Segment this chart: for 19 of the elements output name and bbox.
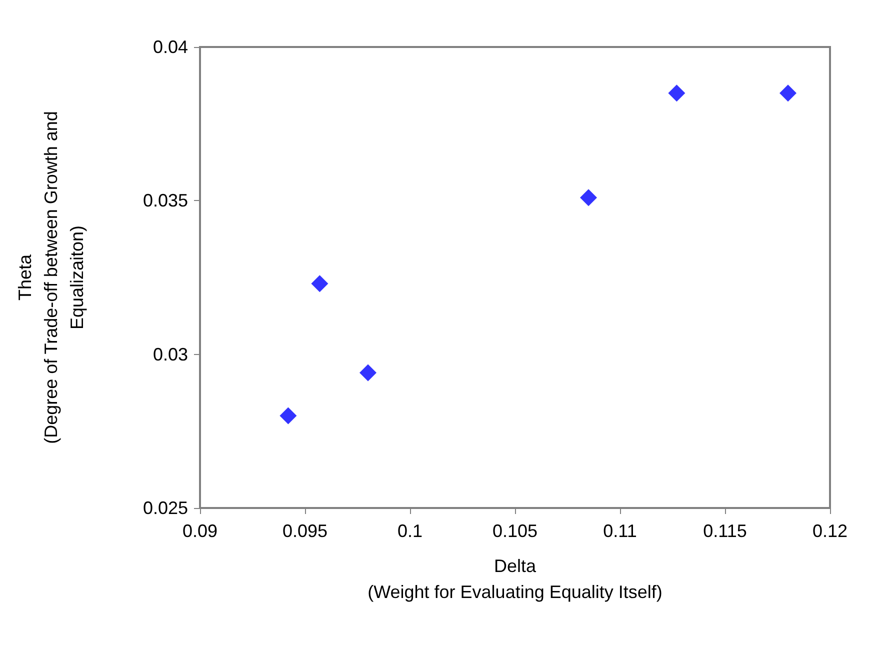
x-tick-label: 0.12	[812, 521, 848, 541]
point	[668, 84, 686, 102]
point	[780, 84, 796, 102]
point	[360, 364, 376, 382]
point	[580, 189, 597, 206]
y-tick-label: 0.025	[142, 498, 188, 518]
x-tick-label: 0.115	[703, 521, 747, 541]
x-tick-label: 0.09	[182, 521, 218, 541]
y-tick-label: 0.03	[152, 344, 188, 364]
x-tick-label: 0.11	[603, 521, 637, 541]
x-tick-label: 0.1	[397, 521, 423, 541]
point	[280, 407, 297, 424]
x-tick-label: 0.105	[492, 521, 538, 541]
y-tick-label: 0.035	[142, 190, 188, 211]
x-axis-title: Delta (Weight for Evaluating Equality Itself)	[368, 556, 662, 602]
y-axis-title: Theta (Degree of Trade-off between Growth and Equalizaiton)	[15, 111, 87, 444]
y-tick-label: 0.04	[152, 37, 188, 57]
point	[311, 275, 328, 292]
x-tick-label: 0.095	[282, 521, 328, 541]
